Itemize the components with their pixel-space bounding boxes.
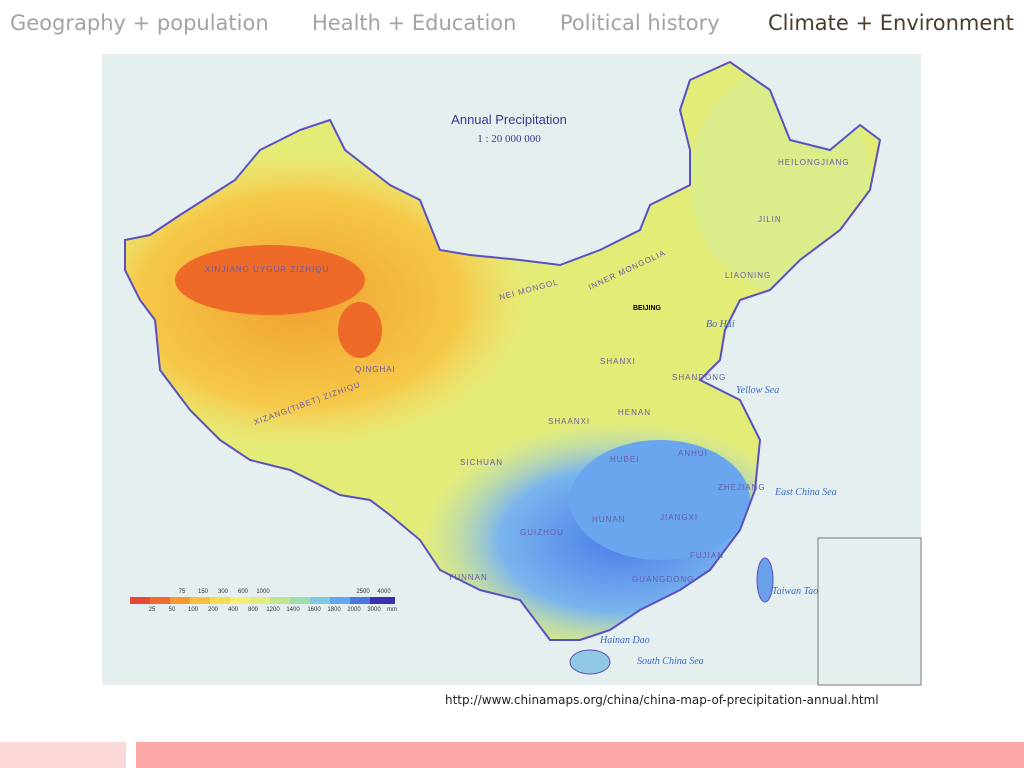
legend-label: 25 bbox=[149, 607, 156, 613]
footer-bar bbox=[0, 742, 126, 768]
place-label: LIAONING bbox=[725, 271, 771, 280]
hainan bbox=[569, 649, 611, 675]
legend-label: 600 bbox=[238, 589, 249, 595]
border bbox=[124, 60, 882, 641]
legend-label: 1400 bbox=[286, 607, 300, 613]
sea-label: South China Sea bbox=[637, 656, 704, 667]
place-label: HENAN bbox=[618, 408, 651, 417]
place-label: SHAANXI bbox=[548, 417, 590, 426]
inset bbox=[817, 537, 922, 686]
nav-tab[interactable]: Geography + population bbox=[10, 11, 269, 35]
place-label: ZHEJIANG bbox=[718, 483, 766, 492]
place-label: SHANXI bbox=[600, 357, 636, 366]
place-label: Taiwan Tao bbox=[772, 586, 818, 597]
map: Annual Precipitation 1 : 20 000 000 75 1… bbox=[102, 54, 922, 686]
swatch bbox=[130, 597, 150, 604]
swatch bbox=[350, 597, 370, 604]
place-label: HUNAN bbox=[592, 515, 625, 524]
place-label: YUNNAN bbox=[448, 573, 488, 582]
nav-tab[interactable]: Health + Education bbox=[312, 11, 516, 35]
legend-label: 150 bbox=[198, 589, 209, 595]
place-label: XINJIANG UYGUR ZIZHIQU bbox=[205, 265, 329, 274]
place-label: BEIJING bbox=[633, 305, 662, 312]
swatch bbox=[370, 597, 395, 604]
place-label: JIANGXI bbox=[660, 513, 698, 522]
legend: 75 150 300 600 1000 2500 4000 25 50 100 … bbox=[130, 589, 397, 613]
map-scale: 1 : 20 000 000 bbox=[477, 133, 541, 145]
legend-label: 2500 bbox=[356, 589, 370, 595]
swatch bbox=[310, 597, 330, 604]
place-label: HUBEI bbox=[610, 455, 639, 464]
legend-label: 2000 bbox=[347, 607, 361, 613]
swatch bbox=[150, 597, 170, 604]
footer-bar bbox=[136, 742, 1024, 768]
shape bbox=[570, 440, 750, 560]
legend-label: 4000 bbox=[377, 589, 391, 595]
place-label: FUJIAN bbox=[690, 551, 724, 560]
legend-label: 800 bbox=[248, 607, 259, 613]
place-label: SHANDONG bbox=[672, 373, 726, 382]
legend-label: 50 bbox=[169, 607, 176, 613]
swatch bbox=[290, 597, 310, 604]
taiwan bbox=[756, 557, 774, 603]
sea-label: Bo Hai bbox=[706, 319, 735, 330]
swatch bbox=[210, 597, 230, 604]
place-label: Hainan Dao bbox=[599, 635, 650, 646]
legend-label: 1600 bbox=[307, 607, 321, 613]
swatch bbox=[170, 597, 190, 604]
place-label: GUIZHOU bbox=[520, 528, 564, 537]
shape bbox=[175, 245, 365, 315]
sea-label: Yellow Sea bbox=[736, 385, 779, 396]
caption[interactable]: http://www.chinamaps.org/china/china-map… bbox=[445, 693, 879, 707]
swatch bbox=[230, 597, 250, 604]
shape bbox=[338, 302, 382, 358]
nav-tab[interactable]: Political history bbox=[560, 11, 720, 35]
map-title: Annual Precipitation bbox=[451, 112, 567, 127]
swatch bbox=[330, 597, 350, 604]
place-label: GUANGDONG bbox=[632, 575, 694, 584]
swatch bbox=[190, 597, 210, 604]
legend-label: mm bbox=[387, 607, 397, 613]
legend-label: 1200 bbox=[266, 607, 280, 613]
legend-label: 75 bbox=[179, 589, 186, 595]
place-label: SICHUAN bbox=[460, 458, 503, 467]
place-label: QINGHAI bbox=[355, 365, 396, 374]
legend-label: 1000 bbox=[256, 589, 270, 595]
legend-label: 100 bbox=[188, 607, 199, 613]
legend-label: 300 bbox=[218, 589, 229, 595]
legend-label: 400 bbox=[228, 607, 239, 613]
place-label: HEILONGJIANG bbox=[778, 158, 850, 167]
legend-label: 200 bbox=[208, 607, 219, 613]
swatch bbox=[270, 597, 290, 604]
place-label: JILIN bbox=[758, 215, 782, 224]
nav-tab[interactable]: Climate + Environment bbox=[768, 11, 1014, 35]
place-label: ANHUI bbox=[678, 449, 708, 458]
swatch bbox=[250, 597, 270, 604]
legend-label: 3000 bbox=[367, 607, 381, 613]
sea-label: East China Sea bbox=[774, 487, 837, 498]
legend-label: 1800 bbox=[327, 607, 341, 613]
